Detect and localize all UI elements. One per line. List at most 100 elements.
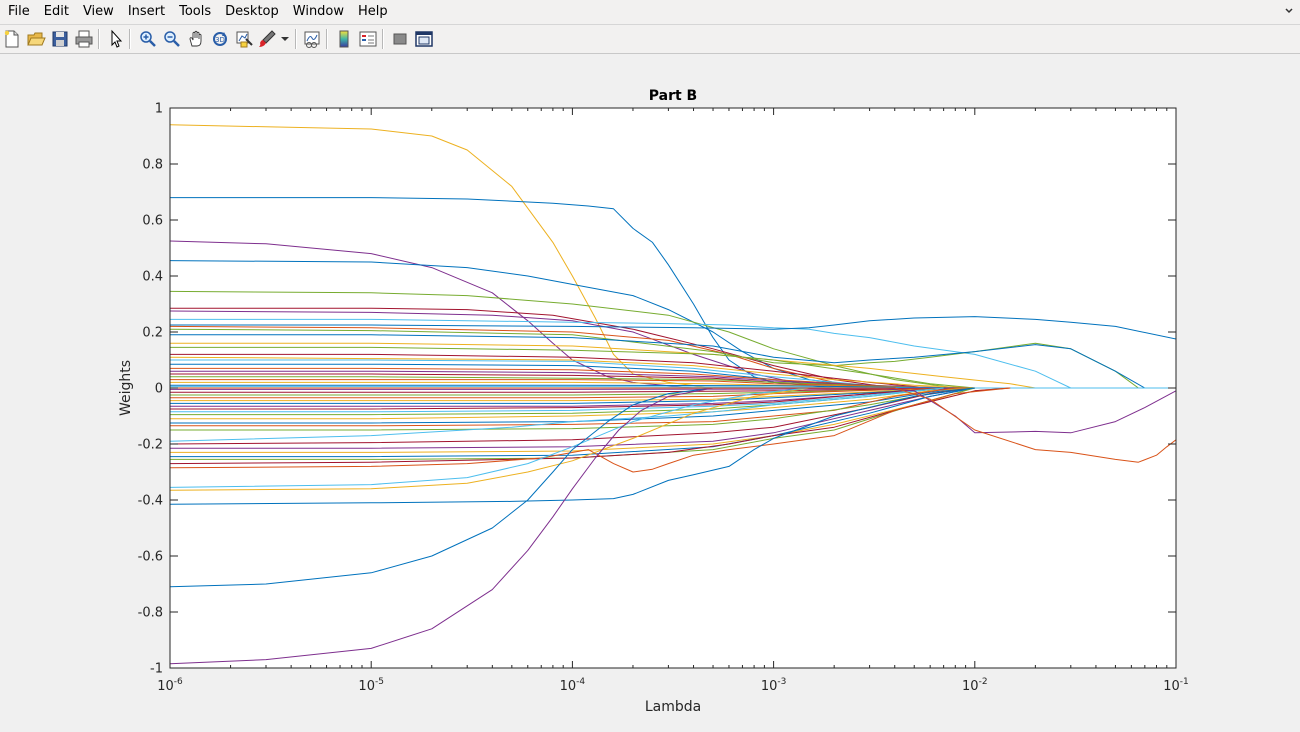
insert-legend-button[interactable] <box>358 29 378 49</box>
toolbar-separator <box>129 29 131 49</box>
toolbar-separator <box>295 29 297 49</box>
menu-bar: File Edit View Insert Tools Desktop Window Help <box>0 0 1300 25</box>
y-tick-label: -0.2 <box>138 438 163 453</box>
figure-toolbar: 3D <box>0 25 1300 54</box>
colorbar-icon <box>339 30 349 48</box>
x-tick-label: 10-6 <box>157 677 183 694</box>
series-line-6[interactable] <box>170 307 895 389</box>
series-line-51[interactable] <box>170 387 975 505</box>
x-tick-label-exponent: -4 <box>576 677 585 687</box>
x-tick-label: 10-1 <box>1163 677 1189 694</box>
series-line-37[interactable] <box>170 387 975 420</box>
figure-canvas: 10-6 10-5 10-4 10-3 10-2 10-1 1 0.8 0.6 0.4 0.2 0 -0… <box>0 54 1300 732</box>
menu-insert[interactable]: Insert <box>127 4 166 19</box>
series-line-14[interactable] <box>170 346 975 389</box>
y-tick-label: -0.6 <box>138 550 163 565</box>
series-line-12[interactable] <box>170 334 1146 389</box>
rotate-3d-button[interactable]: 3D <box>210 29 230 49</box>
plot-svg: 10-6 10-5 10-4 10-3 10-2 10-110.80.60.40.20-0… <box>118 88 1189 715</box>
menu-edit[interactable]: Edit <box>43 4 69 19</box>
hide-plot-tools-button[interactable] <box>390 29 410 49</box>
rotate-3d-icon: 3D <box>213 32 227 46</box>
menu-tools[interactable]: Tools <box>179 4 212 19</box>
x-tick-label-base: 10 <box>358 679 375 694</box>
zoom-out-icon <box>164 31 180 47</box>
series-line-47[interactable] <box>170 387 1011 465</box>
insert-colorbar-button[interactable] <box>334 29 354 49</box>
series-line-35[interactable] <box>170 387 944 413</box>
toolbar-separator <box>326 29 328 49</box>
menu-view[interactable]: View <box>82 4 114 19</box>
x-tick-label: 10-3 <box>761 677 787 694</box>
series-line-5[interactable] <box>170 290 956 389</box>
brush-button[interactable] <box>257 29 277 49</box>
menu-file[interactable]: File <box>8 4 30 19</box>
series-line-54[interactable] <box>170 387 1176 434</box>
series-line-55[interactable] <box>170 387 1176 463</box>
print-figure-button[interactable] <box>74 29 94 49</box>
y-axis-label: Weights <box>118 360 134 416</box>
toolbar-separator <box>382 29 384 49</box>
open-file-button[interactable] <box>26 29 46 49</box>
zoom-in-button[interactable] <box>138 29 158 49</box>
series-line-49[interactable] <box>170 387 810 491</box>
link-plot-icon <box>304 31 320 48</box>
x-tick-label-base: 10 <box>962 679 979 694</box>
x-tick-label-base: 10 <box>1163 679 1180 694</box>
series-line-9[interactable] <box>170 316 1176 340</box>
series-line-41[interactable] <box>170 387 944 442</box>
y-tick-label: -0.8 <box>138 606 163 621</box>
series-layer <box>170 124 1176 665</box>
series-line-50[interactable] <box>170 387 810 488</box>
menu-desktop[interactable]: Desktop <box>225 4 279 19</box>
data-cursor-button[interactable] <box>234 29 254 49</box>
x-tick-label-base: 10 <box>560 679 577 694</box>
menu-help[interactable]: Help <box>358 4 388 19</box>
series-line-26[interactable] <box>170 386 1176 389</box>
zoom-out-button[interactable] <box>162 29 182 49</box>
hide-tools-icon <box>393 33 407 45</box>
series-line-20[interactable] <box>170 370 944 389</box>
edit-plot-button[interactable] <box>106 29 126 49</box>
x-tick-label: 10-5 <box>358 677 384 694</box>
y-tick-label: -0.4 <box>138 494 163 509</box>
chart-title: Part B <box>649 88 697 104</box>
menu-overflow-arrow-icon[interactable] <box>1284 6 1294 16</box>
series-line-48[interactable] <box>170 387 1011 473</box>
svg-text:3D: 3D <box>215 36 225 44</box>
series-line-1[interactable] <box>170 124 774 389</box>
y-tick-label: 0.4 <box>142 270 163 285</box>
floppy-disk-icon <box>52 31 68 47</box>
hand-icon <box>189 30 202 47</box>
series-line-34[interactable] <box>170 387 944 410</box>
y-tick-label: 0.2 <box>142 326 163 341</box>
arrow-pointer-icon <box>111 29 123 48</box>
menu-window[interactable]: Window <box>292 4 345 19</box>
caret-down-icon <box>281 37 289 41</box>
series-line-52[interactable] <box>170 387 714 588</box>
x-tick-label-exponent: -1 <box>1180 677 1189 687</box>
y-tick-label: 0 <box>155 382 163 397</box>
data-cursor-icon <box>236 31 253 48</box>
y-tick-label: 0.6 <box>142 214 163 229</box>
pan-button[interactable] <box>186 29 206 49</box>
series-line-39[interactable] <box>170 387 956 427</box>
series-line-10[interactable] <box>170 325 895 389</box>
new-figure-button[interactable] <box>2 29 22 49</box>
series-line-8[interactable] <box>170 318 1072 389</box>
series-line-31[interactable] <box>170 387 956 402</box>
brush-dropdown-button[interactable] <box>279 29 291 49</box>
x-tick-label: 10-2 <box>962 677 988 694</box>
folder-open-icon <box>27 32 46 46</box>
show-plot-tools-button[interactable] <box>414 29 434 49</box>
link-plot-button[interactable] <box>302 29 322 49</box>
y-tick-label: 1 <box>155 102 163 117</box>
series-line-53[interactable] <box>170 387 714 665</box>
save-figure-button[interactable] <box>50 29 70 49</box>
zoom-in-icon <box>140 31 156 47</box>
x-tick-label-exponent: -6 <box>174 677 183 687</box>
printer-icon <box>75 30 93 48</box>
brush-icon <box>259 30 276 47</box>
series-line-16[interactable] <box>170 356 975 389</box>
new-file-icon <box>4 30 19 48</box>
